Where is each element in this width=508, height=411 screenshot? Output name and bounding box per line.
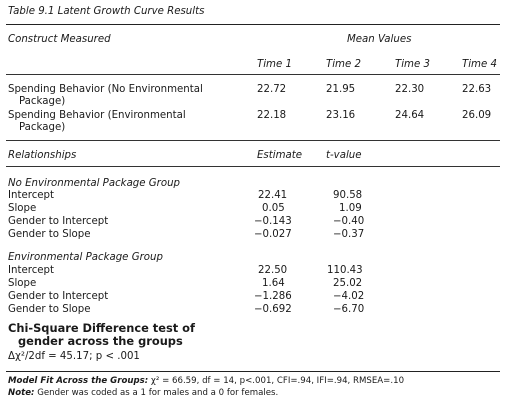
group-2-row-1-estimate: 22.50 bbox=[258, 265, 288, 276]
group-1-row-2-estimate: 0.05 bbox=[262, 203, 285, 214]
group-2-name: Environmental Package Group bbox=[8, 252, 163, 263]
group-1-row-2-t: 1.09 bbox=[339, 203, 362, 214]
construct-1-time3: 22.30 bbox=[395, 84, 425, 95]
group-2-row-2-estimate: 1.64 bbox=[262, 278, 285, 289]
construct-1-label: Spending Behavior (No Environmental bbox=[8, 84, 203, 95]
construct-1-label-cont: Package) bbox=[19, 96, 66, 107]
chi-square-stat: Δχ²/2df = 45.17; p < .001 bbox=[8, 351, 140, 362]
group-1-row-4-t: −0.37 bbox=[333, 229, 365, 240]
gender-note: Note: Gender was coded as a 1 for males … bbox=[8, 388, 278, 399]
group-1-row-1-t: 90.58 bbox=[333, 190, 363, 201]
model-fit-note: Model Fit Across the Groups: χ² = 66.59,… bbox=[8, 376, 404, 387]
group-1-name: No Environmental Package Group bbox=[8, 178, 181, 189]
group-2-row-2-label: Slope bbox=[8, 278, 37, 289]
construct-1-time2: 21.95 bbox=[326, 84, 356, 95]
time-2-header: Time 2 bbox=[326, 59, 361, 70]
model-fit-text: χ² = 66.59, df = 14, p<.001, CFI=.94, IF… bbox=[148, 376, 405, 386]
group-1-row-4-label: Gender to Slope bbox=[8, 229, 91, 240]
construct-1-time1: 22.72 bbox=[257, 84, 287, 95]
group-1-row-3-t: −0.40 bbox=[333, 216, 365, 227]
note-label: Note: bbox=[8, 388, 35, 398]
group-2-row-1-t: 110.43 bbox=[327, 265, 363, 276]
group-2-row-4-label: Gender to Slope bbox=[8, 304, 91, 315]
time-1-header: Time 1 bbox=[257, 59, 292, 70]
construct-2-time4: 26.09 bbox=[462, 110, 492, 121]
group-1-row-2-label: Slope bbox=[8, 203, 37, 214]
estimate-header: Estimate bbox=[257, 150, 302, 161]
group-1-row-3-label: Gender to Intercept bbox=[8, 216, 109, 227]
tvalue-header: t-value bbox=[326, 150, 362, 161]
relationships-header: Relationships bbox=[8, 150, 77, 161]
group-2-row-2-t: 25.02 bbox=[333, 278, 363, 289]
construct-2-time2: 23.16 bbox=[326, 110, 356, 121]
group-1-row-3-estimate: −0.143 bbox=[254, 216, 292, 227]
relationships-rule bbox=[6, 166, 500, 167]
group-2-row-4-estimate: −0.692 bbox=[254, 304, 292, 315]
table-title: Table 9.1 Latent Growth Curve Results bbox=[8, 6, 205, 17]
construct-2-time1: 22.18 bbox=[257, 110, 287, 121]
group-1-row-4-estimate: −0.027 bbox=[254, 229, 292, 240]
construct-measured-header: Construct Measured bbox=[8, 34, 111, 45]
time-3-header: Time 3 bbox=[395, 59, 430, 70]
construct-2-label-cont: Package) bbox=[19, 122, 66, 133]
top-rule bbox=[6, 24, 500, 25]
group-2-row-3-t: −4.02 bbox=[333, 291, 365, 302]
group-2-row-4-t: −6.70 bbox=[333, 304, 365, 315]
note-text: Gender was coded as a 1 for males and a … bbox=[34, 388, 279, 398]
group-1-row-1-label: Intercept bbox=[8, 190, 55, 201]
construct-2-label: Spending Behavior (Environmental bbox=[8, 110, 186, 121]
group-1-row-1-estimate: 22.41 bbox=[258, 190, 288, 201]
model-fit-label: Model Fit Across the Groups: bbox=[8, 376, 149, 386]
constructs-bottom-rule bbox=[6, 140, 500, 141]
group-2-row-3-label: Gender to Intercept bbox=[8, 291, 109, 302]
time-4-header: Time 4 bbox=[462, 59, 497, 70]
chi-square-title: Chi-Square Difference test of bbox=[8, 321, 195, 335]
construct-1-time4: 22.63 bbox=[462, 84, 492, 95]
chi-square-title-cont: gender across the groups bbox=[18, 334, 183, 348]
bottom-rule bbox=[6, 371, 500, 372]
mean-values-header: Mean Values bbox=[347, 34, 412, 45]
construct-2-time3: 24.64 bbox=[395, 110, 425, 121]
header-rule bbox=[6, 74, 500, 75]
group-2-row-1-label: Intercept bbox=[8, 265, 55, 276]
group-2-row-3-estimate: −1.286 bbox=[254, 291, 292, 302]
